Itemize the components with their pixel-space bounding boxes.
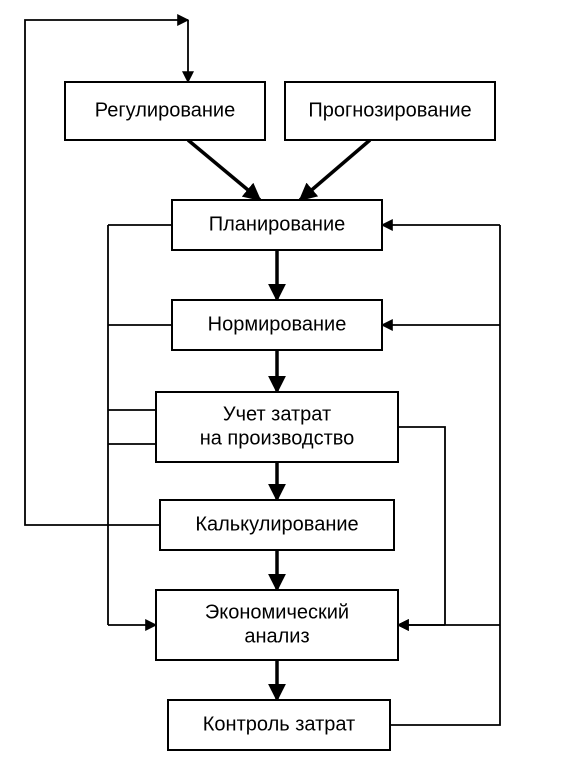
edge-reg-to-plan	[188, 140, 260, 200]
node-norm: Нормирование	[172, 300, 382, 350]
node-kalk: Калькулирование	[160, 500, 394, 550]
node-econ-label-0: Экономический	[205, 601, 349, 623]
node-uchet-label-0: Учет затрат	[223, 403, 331, 425]
node-kalk-label-0: Калькулирование	[195, 513, 358, 535]
node-econ-label-1: анализ	[244, 625, 309, 647]
node-reg-label-0: Регулирование	[95, 99, 235, 121]
node-econ: Экономическийанализ	[156, 590, 398, 660]
node-uchet: Учет затратна производство	[156, 392, 398, 462]
node-norm-label-0: Нормирование	[208, 313, 347, 335]
node-plan: Планирование	[172, 200, 382, 250]
edge-prog-to-plan	[300, 140, 370, 200]
node-uchet-label-1: на производство	[200, 427, 355, 449]
node-prog: Прогнозирование	[285, 82, 495, 140]
node-prog-label-0: Прогнозирование	[308, 99, 471, 121]
node-kont-label-0: Контроль затрат	[203, 713, 355, 735]
node-kont: Контроль затрат	[168, 700, 390, 750]
flowchart: Регулирование Прогнозирование Планирование…	[0, 0, 571, 761]
node-plan-label-0: Планирование	[209, 213, 346, 235]
node-reg: Регулирование	[65, 82, 265, 140]
edge-uchet-right	[398, 427, 445, 625]
